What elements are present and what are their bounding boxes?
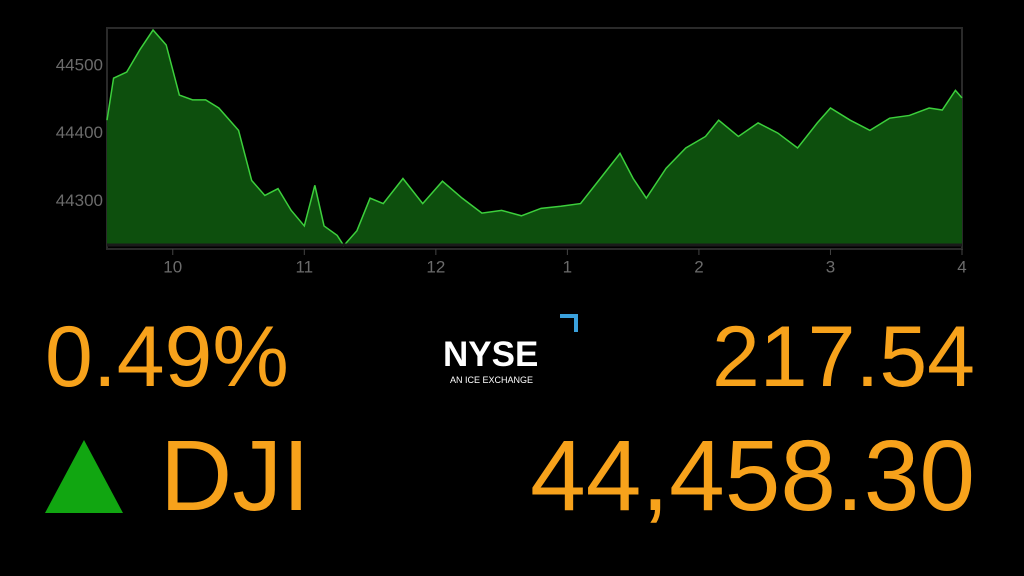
x-tick-label: 10 bbox=[163, 257, 182, 276]
x-tick-label: 3 bbox=[826, 257, 835, 276]
up-arrow bbox=[45, 440, 123, 513]
logo-tagline: AN ICE EXCHANGE bbox=[450, 375, 533, 385]
change: 217.54 bbox=[712, 309, 975, 405]
x-tick-label: 2 bbox=[694, 257, 703, 276]
symbol: DJI bbox=[160, 420, 310, 532]
line bbox=[106, 28, 963, 247]
logo-bracket bbox=[560, 314, 578, 332]
y-tick-label: 44400 bbox=[56, 123, 103, 142]
x-tick-label: 12 bbox=[426, 257, 445, 276]
area bbox=[107, 30, 962, 246]
x-tick-label: 11 bbox=[295, 257, 313, 276]
y-tick-label: 44500 bbox=[56, 55, 103, 74]
change-percent: 0.49% bbox=[45, 309, 289, 405]
x-tick-label: 4 bbox=[957, 257, 966, 276]
price: 44,458.30 bbox=[530, 420, 975, 532]
logo-name: NYSE bbox=[443, 335, 538, 374]
y-tick-label: 44300 bbox=[56, 191, 103, 210]
x-tick-label: 1 bbox=[563, 257, 572, 276]
